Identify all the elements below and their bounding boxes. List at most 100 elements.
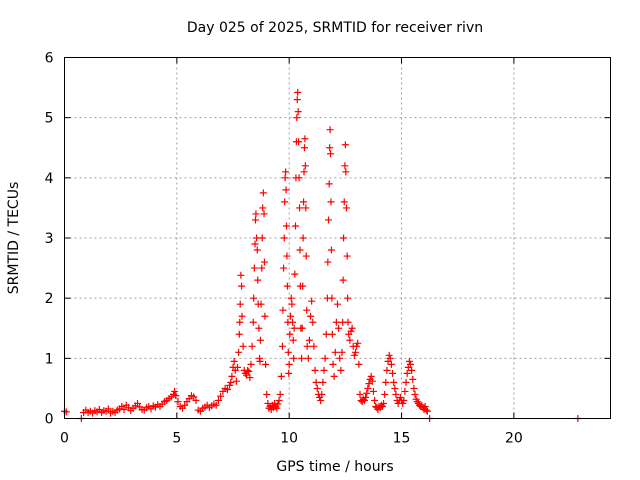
data-point	[236, 318, 244, 326]
data-point	[348, 324, 356, 332]
x-tick-label: 20	[505, 431, 523, 447]
data-point	[344, 318, 352, 326]
data-point	[280, 234, 288, 242]
data-point	[321, 354, 329, 362]
data-point	[236, 300, 244, 308]
data-point	[342, 204, 350, 212]
data-point	[301, 162, 309, 170]
data-point	[390, 378, 398, 386]
data-point	[382, 378, 390, 386]
data-point	[355, 360, 363, 368]
data-point	[339, 276, 347, 284]
data-point	[172, 392, 180, 400]
data-point	[285, 369, 293, 377]
data-point	[62, 408, 70, 416]
x-axis-label: GPS time / hours	[276, 459, 393, 475]
data-point	[298, 354, 306, 362]
data-point	[408, 366, 416, 374]
data-point	[396, 393, 404, 401]
data-point	[351, 348, 359, 356]
data-point	[278, 342, 286, 350]
data-point	[385, 351, 393, 359]
data-point	[212, 401, 220, 409]
data-point	[277, 372, 285, 380]
data-point	[350, 351, 358, 359]
data-point	[343, 252, 351, 260]
data-point	[217, 392, 225, 400]
data-point	[104, 405, 112, 413]
data-point	[303, 306, 311, 314]
y-tick-label: 2	[45, 291, 54, 307]
data-point	[346, 336, 354, 344]
data-point	[174, 398, 182, 406]
data-point	[363, 389, 371, 397]
data-point	[328, 330, 336, 338]
data-point	[389, 369, 397, 377]
data-point	[403, 369, 411, 377]
data-point	[274, 400, 282, 408]
data-point	[280, 264, 288, 272]
data-point	[371, 396, 379, 404]
data-points	[61, 88, 582, 422]
data-point	[291, 270, 299, 278]
data-point	[288, 300, 296, 308]
data-point	[238, 282, 246, 290]
data-point	[312, 378, 320, 386]
data-point	[287, 294, 295, 302]
data-point	[238, 312, 246, 320]
chart-title: Day 025 of 2025, SRMTID for receiver riv…	[187, 20, 483, 36]
data-point	[409, 375, 417, 383]
data-point	[259, 204, 267, 212]
data-point	[305, 336, 313, 344]
y-tick-label: 0	[45, 412, 54, 428]
data-point	[411, 390, 419, 398]
data-point	[378, 402, 386, 410]
data-point	[364, 384, 372, 392]
data-point	[340, 234, 348, 242]
data-point	[235, 348, 243, 356]
data-point	[285, 360, 293, 368]
data-point	[422, 406, 430, 414]
data-point	[405, 357, 413, 365]
data-point	[171, 387, 179, 395]
data-point	[402, 378, 410, 386]
data-point	[258, 264, 266, 272]
data-point	[190, 393, 198, 401]
data-point	[276, 390, 284, 398]
data-point	[253, 246, 261, 254]
data-point	[254, 276, 262, 284]
data-point	[250, 264, 258, 272]
x-tick-label: 0	[60, 431, 69, 447]
data-point	[401, 387, 409, 395]
data-point	[392, 390, 400, 398]
data-point	[327, 150, 335, 158]
data-point	[291, 222, 299, 230]
data-point	[368, 377, 376, 385]
data-point	[239, 342, 247, 350]
data-point	[369, 387, 377, 395]
data-point	[134, 399, 142, 407]
data-point	[317, 396, 325, 404]
data-point	[356, 390, 364, 398]
data-point	[301, 135, 309, 143]
data-point	[309, 318, 317, 326]
data-point	[244, 366, 252, 374]
data-point	[341, 162, 349, 170]
data-point	[281, 174, 289, 182]
data-point	[223, 386, 231, 394]
y-tick-labels: 0 1 2 3 4 5 6	[45, 51, 54, 428]
data-point	[259, 189, 267, 197]
data-point	[281, 198, 289, 206]
data-point	[282, 168, 290, 176]
data-point	[335, 324, 343, 332]
data-point	[367, 372, 375, 380]
data-point	[300, 168, 308, 176]
data-point	[325, 180, 333, 188]
data-point	[307, 312, 315, 320]
data-point	[327, 198, 335, 206]
x-tick-labels: 0 5 10 15 20	[60, 431, 523, 447]
data-point	[311, 366, 319, 374]
data-point	[300, 144, 308, 152]
data-point	[261, 312, 269, 320]
data-point	[290, 354, 298, 362]
